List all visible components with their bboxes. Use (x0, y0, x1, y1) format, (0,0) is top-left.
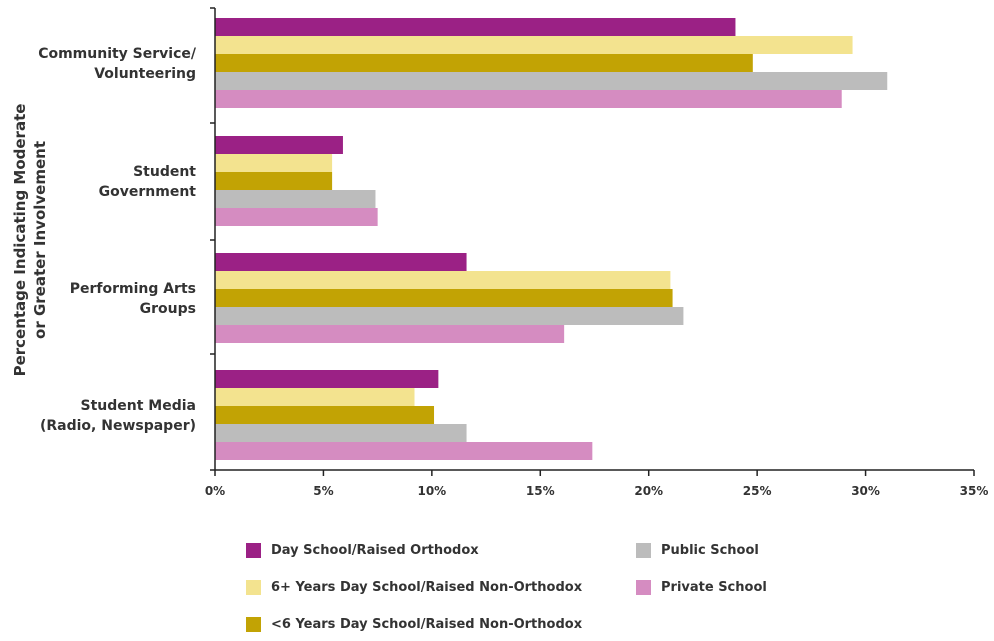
x-tick-label-7: 30% (851, 484, 880, 498)
bar-4-series-3 (215, 406, 435, 424)
category-label-1: Community Service/Volunteering (38, 46, 197, 82)
bars-group (215, 18, 888, 460)
x-tick-label-6: 25% (743, 484, 772, 498)
bar-4-series-2 (215, 388, 415, 406)
bar-1-series-1 (215, 18, 736, 36)
bar-2-series-2 (215, 154, 333, 172)
bar-1-series-2 (215, 36, 853, 54)
x-tick-label-8: 35% (960, 484, 989, 498)
bar-3-series-2 (215, 271, 671, 289)
bar-2-series-5 (215, 208, 378, 226)
bar-4-series-4 (215, 424, 467, 442)
labels-group: 0% 5% 10% 15% 20% 25% 30% 35% Community Service/… (11, 46, 988, 498)
x-tick-label-5: 20% (634, 484, 663, 498)
bar-2-series-4 (215, 190, 376, 208)
x-tick-label-1: 0% (205, 484, 225, 498)
category-label-3: Performing Arts Groups (70, 281, 196, 317)
bar-3-series-1 (215, 253, 467, 271)
bar-3-series-5 (215, 325, 565, 343)
x-tick-label-3: 10% (417, 484, 446, 498)
bar-3-series-4 (215, 307, 684, 325)
bar-4-series-5 (215, 442, 593, 460)
bar-2-series-1 (215, 136, 343, 154)
category-label-4: Student Media (Radio, Newspaper) (40, 398, 196, 434)
x-tick-label-2: 5% (313, 484, 333, 498)
axes-group (210, 7, 975, 476)
bar-1-series-3 (215, 54, 753, 72)
bar-1-series-4 (215, 72, 888, 90)
x-tick-label-4: 15% (526, 484, 555, 498)
category-label-2: Student Government (99, 164, 197, 200)
bar-1-series-5 (215, 90, 842, 108)
y-axis-label: Percentage Indicating Moderate or Greater… (11, 104, 49, 377)
bar-4-series-1 (215, 370, 439, 388)
bar-2-series-3 (215, 172, 333, 190)
bar-3-series-3 (215, 289, 673, 307)
